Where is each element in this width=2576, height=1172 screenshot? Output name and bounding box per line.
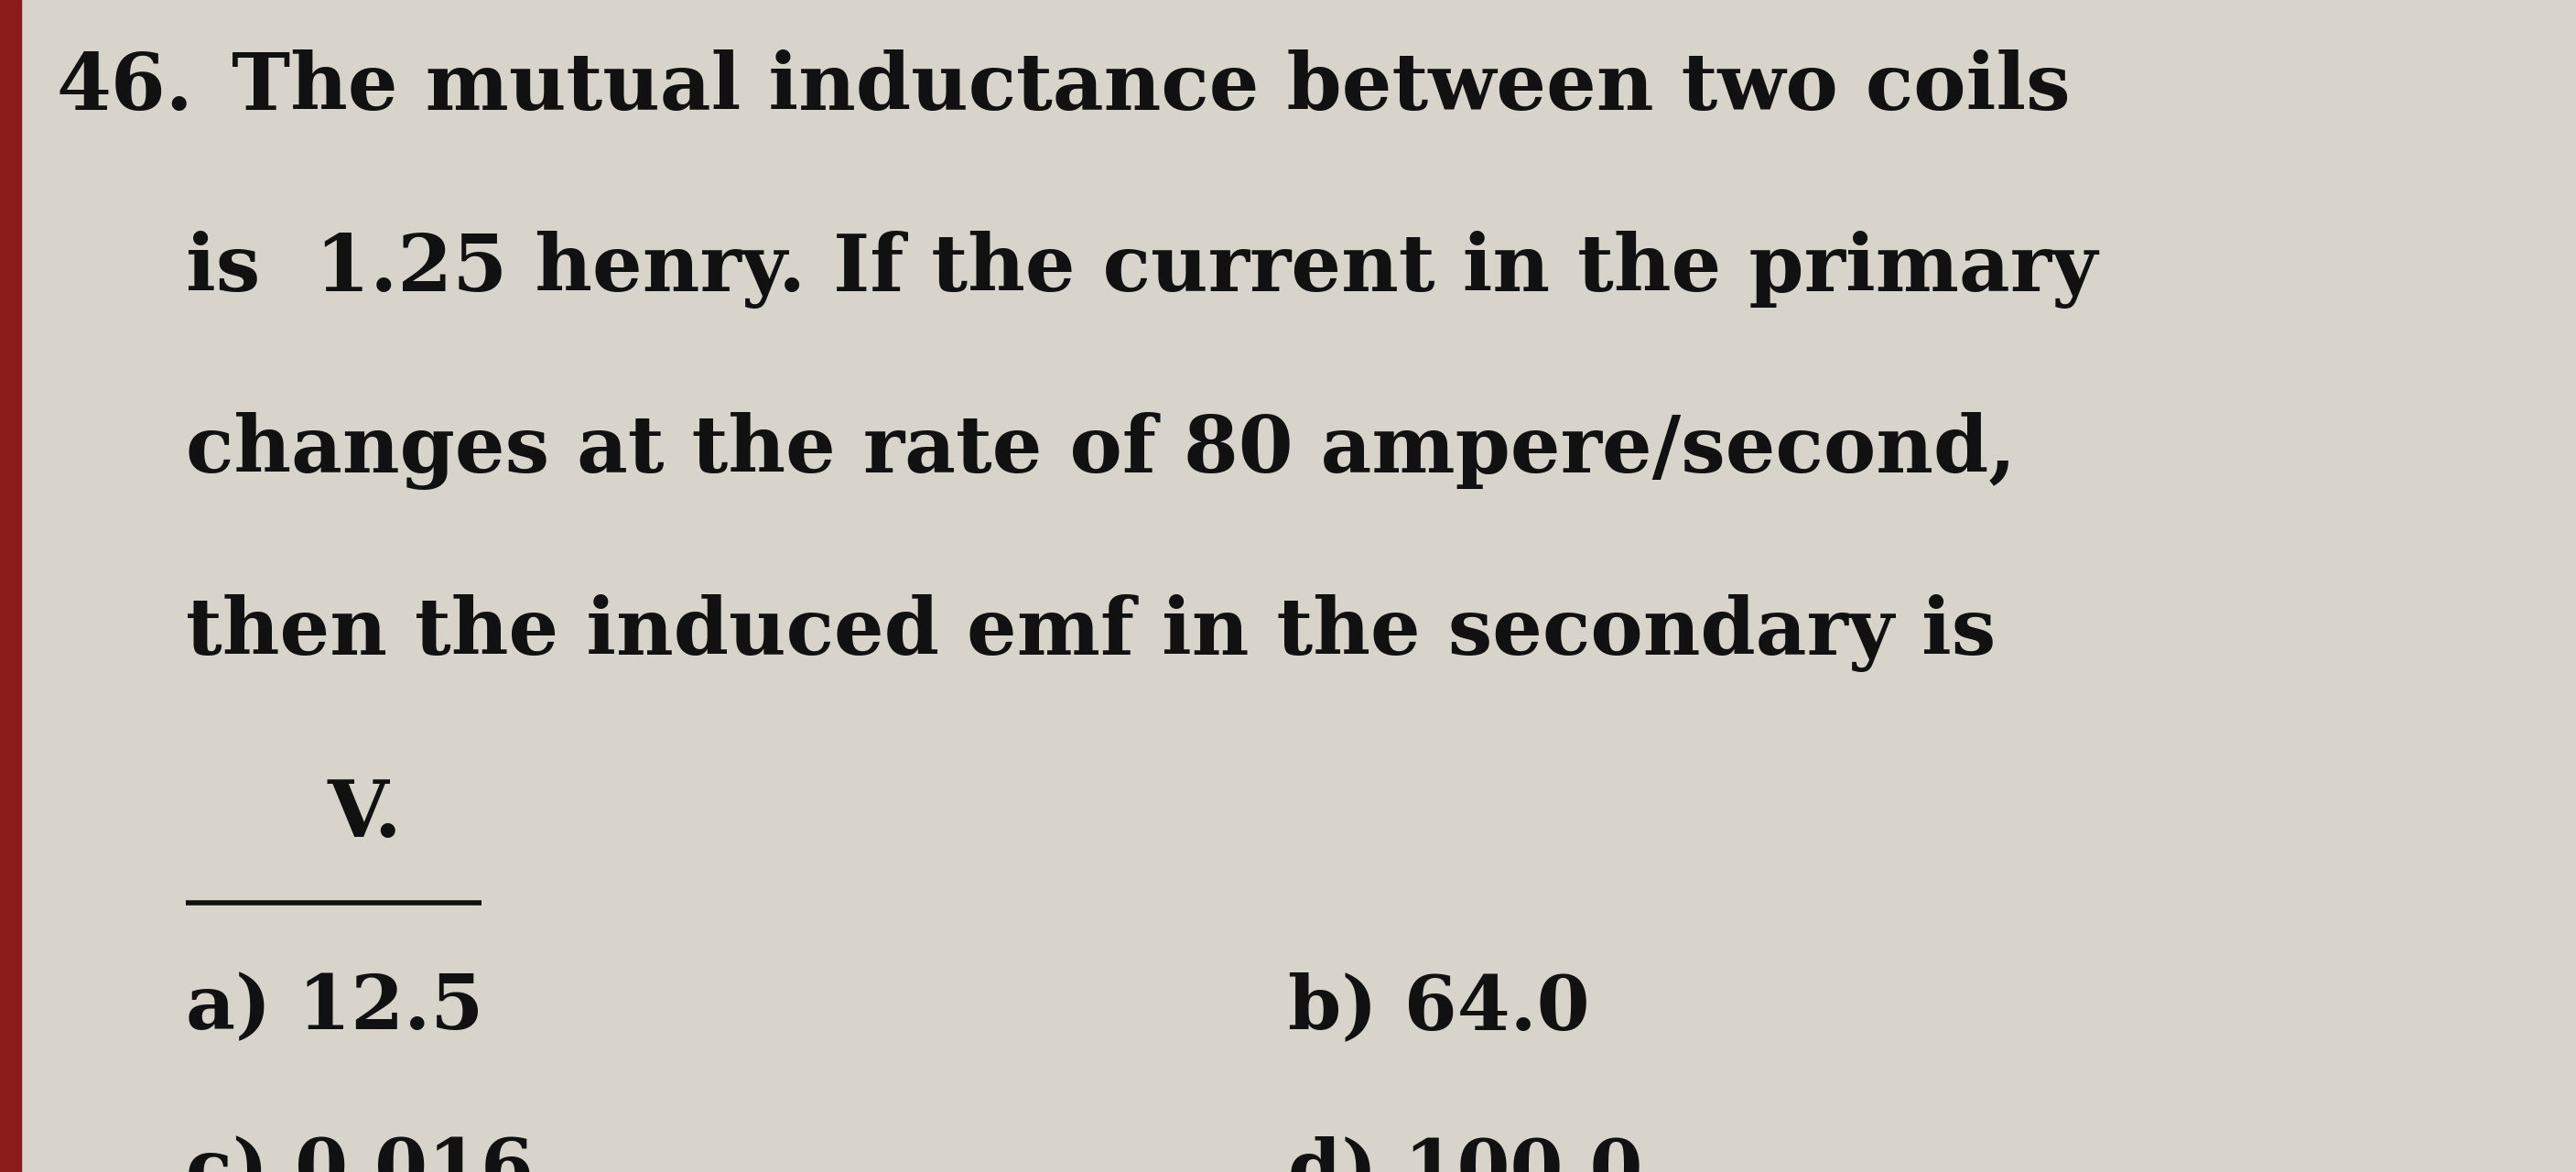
Text: c) 0.016: c) 0.016 [185,1136,533,1172]
Text: a) 12.5: a) 12.5 [185,972,484,1044]
Text: b) 64.0: b) 64.0 [1288,972,1589,1044]
Text: V.: V. [327,776,402,853]
Bar [0,0,21,1172]
Text: 46.: 46. [57,49,193,127]
Text: then the induced emf in the secondary is: then the induced emf in the secondary is [185,594,1996,672]
Text: The mutual inductance between two coils: The mutual inductance between two coils [232,49,2071,127]
Text: is  1.25 henry. If the current in the primary: is 1.25 henry. If the current in the pri… [185,231,2097,308]
Text: d) 100.0: d) 100.0 [1288,1136,1643,1172]
Text: changes at the rate of 80 ampere/second,: changes at the rate of 80 ampere/second, [185,413,2014,490]
